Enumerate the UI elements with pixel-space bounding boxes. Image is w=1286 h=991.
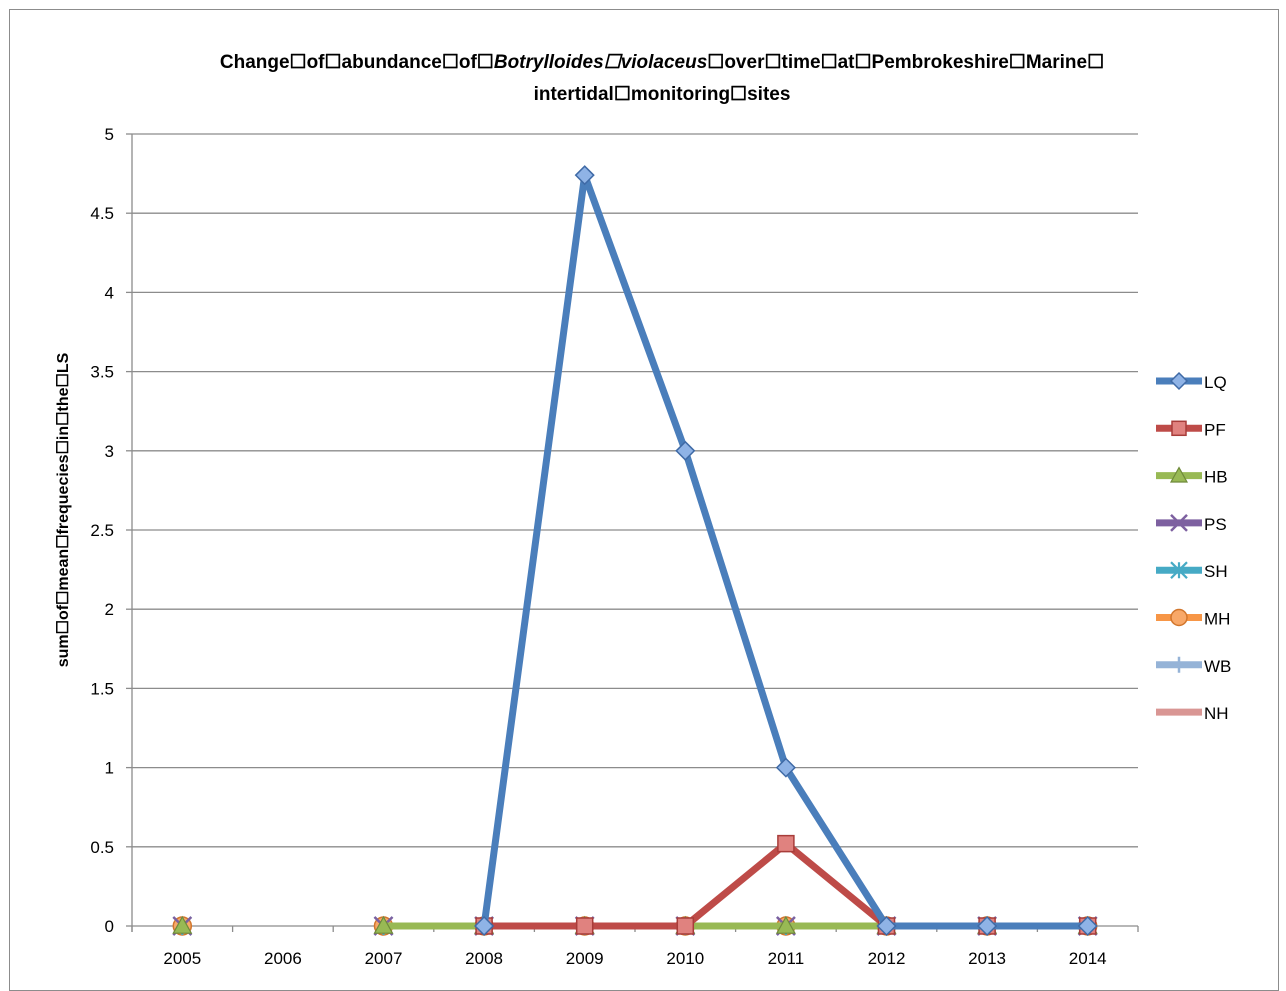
y-tick-label: 2.5 bbox=[90, 521, 114, 540]
chart-frame: Change☐of☐abundance☐of☐Botrylloides☐viol… bbox=[9, 9, 1279, 991]
data-point-lq bbox=[574, 165, 595, 186]
data-point-lq bbox=[876, 915, 897, 937]
legend-marker bbox=[1169, 466, 1189, 483]
legend-marker bbox=[1171, 656, 1187, 673]
legend-marker bbox=[1171, 420, 1187, 437]
legend-item-ps: PS bbox=[1156, 514, 1227, 534]
data-point-lq bbox=[675, 440, 696, 461]
legend-item-mh: MH bbox=[1156, 608, 1230, 629]
data-point-pf bbox=[777, 834, 795, 853]
series-line-pf bbox=[480, 840, 1092, 930]
y-tick-label: 5 bbox=[105, 125, 114, 144]
y-tick-label: 1 bbox=[105, 759, 114, 778]
y-axis-label: sum☐of☐mean☐frequecies☐in☐the☐LS bbox=[55, 352, 72, 667]
series-layer bbox=[172, 165, 1098, 937]
x-tick-label: 2008 bbox=[465, 949, 503, 968]
legend-marker bbox=[1169, 371, 1189, 391]
legend-label: HB bbox=[1204, 468, 1228, 487]
legend-label: PF bbox=[1204, 420, 1226, 439]
line-chart: Change☐of☐abundance☐of☐Botrylloides☐viol… bbox=[55, 52, 1231, 968]
x-tick-label: 2014 bbox=[1069, 949, 1107, 968]
gridlines bbox=[132, 133, 1138, 927]
chart-title-line-2: intertidal☐monitoring☐sites bbox=[534, 84, 791, 105]
series-lq bbox=[474, 165, 1098, 937]
x-tick-label: 2012 bbox=[868, 949, 906, 968]
x-tick-label: 2009 bbox=[566, 949, 604, 968]
y-tick-label: 4 bbox=[105, 283, 114, 302]
data-point-lq bbox=[474, 915, 495, 937]
y-tick-label: 1.5 bbox=[90, 679, 114, 698]
legend-marker bbox=[1170, 514, 1188, 532]
legend-item-pf: PF bbox=[1156, 420, 1226, 439]
y-tick-label: 4.5 bbox=[90, 204, 114, 223]
y-tick-label: 0.5 bbox=[90, 838, 114, 857]
series-line-lq bbox=[480, 171, 1092, 930]
data-point-lq bbox=[1077, 915, 1098, 937]
legend-label: WB bbox=[1204, 657, 1231, 676]
legend-item-lq: LQ bbox=[1156, 371, 1227, 392]
x-tick-label: 2005 bbox=[163, 949, 201, 968]
data-point-hb bbox=[373, 915, 394, 934]
data-point-lq bbox=[775, 757, 796, 778]
legend-item-wb: WB bbox=[1156, 657, 1231, 676]
legend-item-sh: SH bbox=[1156, 561, 1228, 581]
data-point-lq bbox=[977, 915, 998, 937]
y-tick-label: 3.5 bbox=[90, 363, 114, 382]
x-tick-label: 2006 bbox=[264, 949, 302, 968]
legend-item-nh: NH bbox=[1156, 704, 1229, 723]
data-point-hb bbox=[775, 915, 796, 934]
legend-marker bbox=[1170, 561, 1188, 579]
legend-label: LQ bbox=[1204, 373, 1227, 392]
data-point-pf bbox=[575, 917, 594, 935]
data-point-hb bbox=[172, 915, 193, 934]
legend-label: PS bbox=[1204, 515, 1227, 534]
legend-marker bbox=[1170, 608, 1188, 627]
x-tick-label: 2013 bbox=[968, 949, 1006, 968]
y-axis-ticks: 0 0.5 1 1.5 2 2.5 3 3.5 4 4.5 5 bbox=[90, 125, 133, 936]
y-tick-label: 0 bbox=[105, 917, 114, 936]
legend: LQ PF HB PS SH MH WB NH bbox=[1156, 371, 1231, 723]
y-tick-label: 2 bbox=[105, 600, 114, 619]
x-tick-label: 2010 bbox=[666, 949, 704, 968]
legend-label: SH bbox=[1204, 562, 1228, 581]
legend-label: NH bbox=[1204, 704, 1229, 723]
x-axis-ticks: 2005 2006 2007 2008 2009 2010 2011 2012 2013 2014 bbox=[131, 926, 1139, 968]
data-point-pf bbox=[676, 917, 695, 935]
legend-label: MH bbox=[1204, 610, 1230, 629]
chart-title-line-1: Change☐of☐abundance☐of☐Botrylloides☐viol… bbox=[220, 52, 1104, 73]
y-tick-label: 3 bbox=[105, 442, 114, 461]
x-tick-label: 2007 bbox=[365, 949, 403, 968]
x-tick-label: 2011 bbox=[768, 949, 805, 968]
legend-item-hb: HB bbox=[1156, 466, 1228, 487]
